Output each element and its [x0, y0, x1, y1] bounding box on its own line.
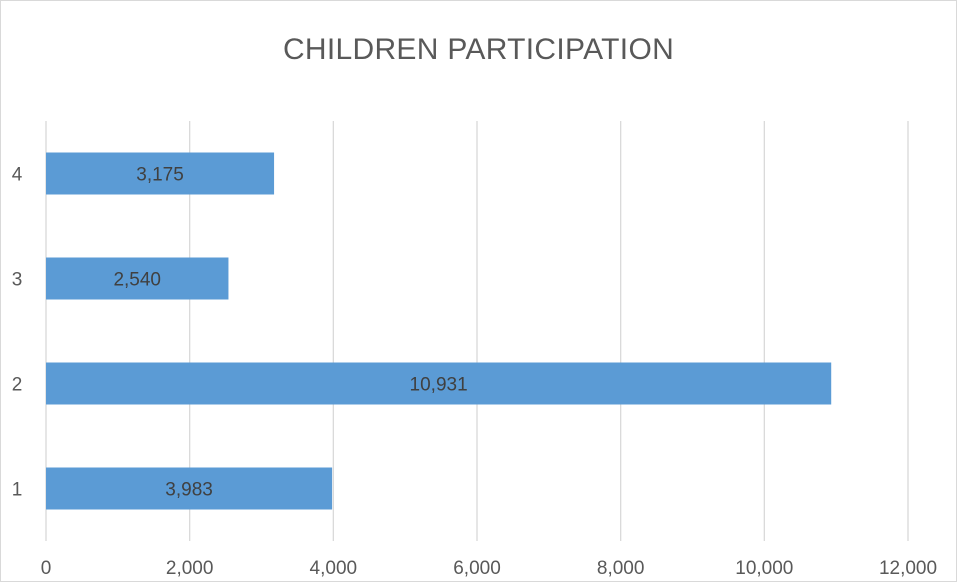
x-tick-label: 6,000 [453, 558, 501, 579]
x-tick-label: 4,000 [310, 558, 358, 579]
y-tick-label-4: 4 [12, 165, 23, 186]
bar-2 [46, 362, 832, 405]
x-tick-label: 10,000 [735, 558, 793, 579]
x-tick-label: 2,000 [166, 558, 214, 579]
data-label-4: 3,175 [136, 165, 184, 186]
data-label-2: 10,931 [410, 375, 468, 396]
chart-title: CHILDREN PARTICIPATION [282, 33, 675, 66]
bar-layer [46, 152, 832, 510]
data-label-3: 2,540 [113, 270, 161, 291]
y-tick-label-1: 1 [12, 480, 23, 501]
y-tick-label-2: 2 [12, 375, 23, 396]
bar-4 [46, 152, 275, 195]
y-tick-label-3: 3 [12, 270, 23, 291]
bar-3 [46, 257, 229, 300]
data-label-1: 3,983 [165, 480, 213, 501]
x-tick-label: 12,000 [879, 558, 937, 579]
x-tick-label: 0 [41, 558, 52, 579]
label-layer: 0 2,000 4,000 6,000 8,000 10,000 12,000 3,983 1 1… [12, 165, 937, 580]
x-tick-label: 8,000 [597, 558, 645, 579]
bar-1 [46, 467, 333, 510]
